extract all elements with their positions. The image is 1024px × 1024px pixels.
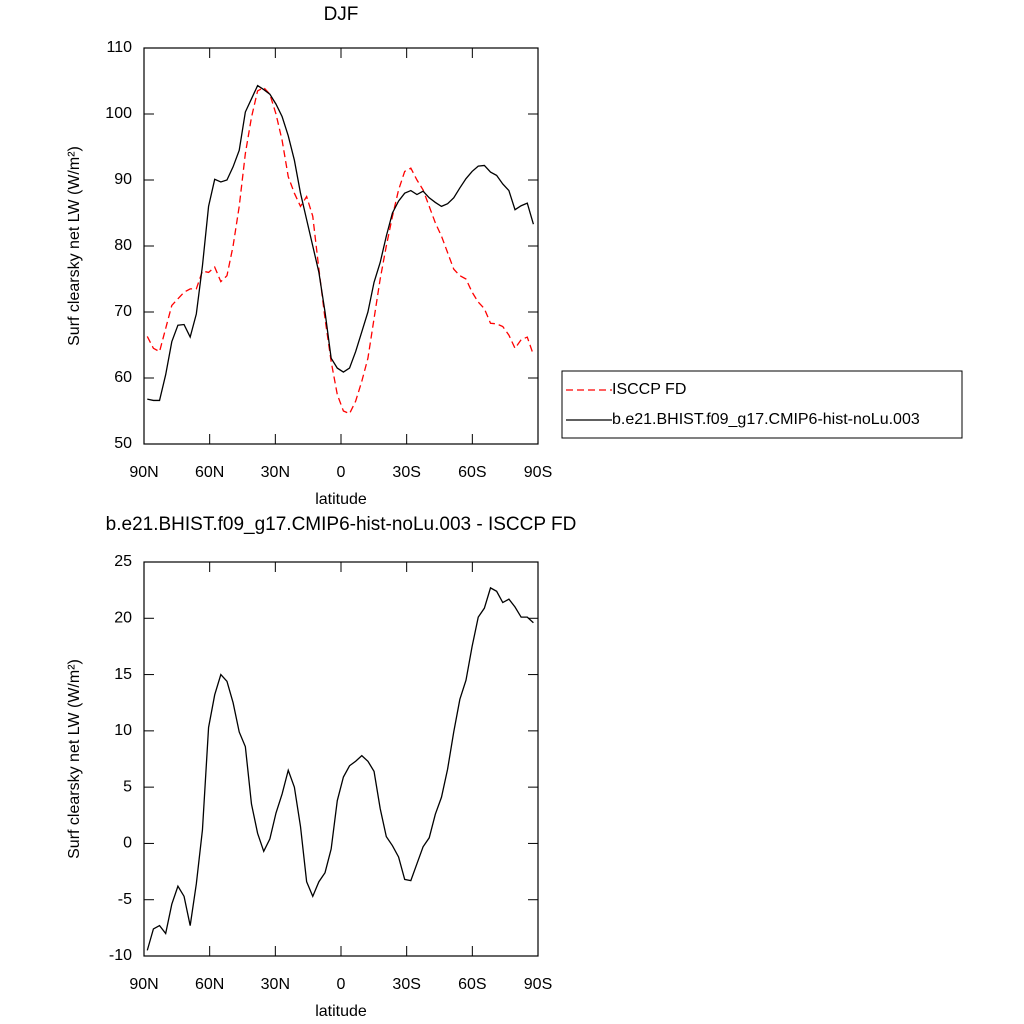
legend-label: b.e21.BHIST.f09_g17.CMIP6-hist-noLu.003 <box>612 411 920 428</box>
x-tick-label: 90N <box>129 976 158 993</box>
data-line <box>146 586 534 951</box>
x-tick-label: 0 <box>337 464 346 481</box>
x-axis-label: latitude <box>315 491 367 508</box>
plot-frame <box>143 47 539 445</box>
x-tick-label: 90N <box>129 464 158 481</box>
x-tick-label: 60S <box>458 464 486 481</box>
y-tick-label: 80 <box>114 237 132 254</box>
x-tick-label: 30N <box>261 976 290 993</box>
x-tick-label: 60N <box>195 976 224 993</box>
y-axis-label: Surf clearsky net LW (W/m²) <box>66 659 83 859</box>
y-tick-label: -10 <box>109 947 132 964</box>
x-tick-label: 30S <box>392 464 420 481</box>
chart-title: DJF <box>324 4 359 25</box>
data-line <box>147 84 535 402</box>
y-tick-label: 90 <box>114 171 132 188</box>
x-tick-label: 60S <box>458 976 486 993</box>
y-tick-label: 50 <box>114 435 132 452</box>
y-tick-label: -5 <box>118 891 132 908</box>
x-tick-label: 90S <box>524 464 552 481</box>
y-tick-label: 70 <box>114 303 132 320</box>
x-tick-label: 90S <box>524 976 552 993</box>
y-tick-label: 20 <box>114 610 132 627</box>
x-tick-label: 60N <box>195 464 224 481</box>
y-tick-label: 5 <box>123 778 132 795</box>
x-tick-label: 0 <box>337 976 346 993</box>
x-axis-label: latitude <box>315 1003 367 1020</box>
chart-title: b.e21.BHIST.f09_g17.CMIP6-hist-noLu.003 … <box>106 514 577 535</box>
y-axis-label: Surf clearsky net LW (W/m²) <box>66 146 83 346</box>
y-tick-label: 25 <box>114 553 132 570</box>
y-tick-label: 110 <box>106 39 132 56</box>
y-tick-label: 60 <box>114 369 132 386</box>
x-tick-label: 30S <box>392 976 420 993</box>
data-line <box>146 86 535 415</box>
legend-box <box>561 370 963 439</box>
legend-label: ISCCP FD <box>612 381 686 398</box>
y-tick-label: 100 <box>105 105 132 122</box>
y-tick-label: 0 <box>123 835 132 852</box>
x-tick-label: 30N <box>261 464 290 481</box>
plot-frame <box>143 561 539 957</box>
y-tick-label: 10 <box>114 722 132 739</box>
y-tick-label: 15 <box>114 666 132 683</box>
